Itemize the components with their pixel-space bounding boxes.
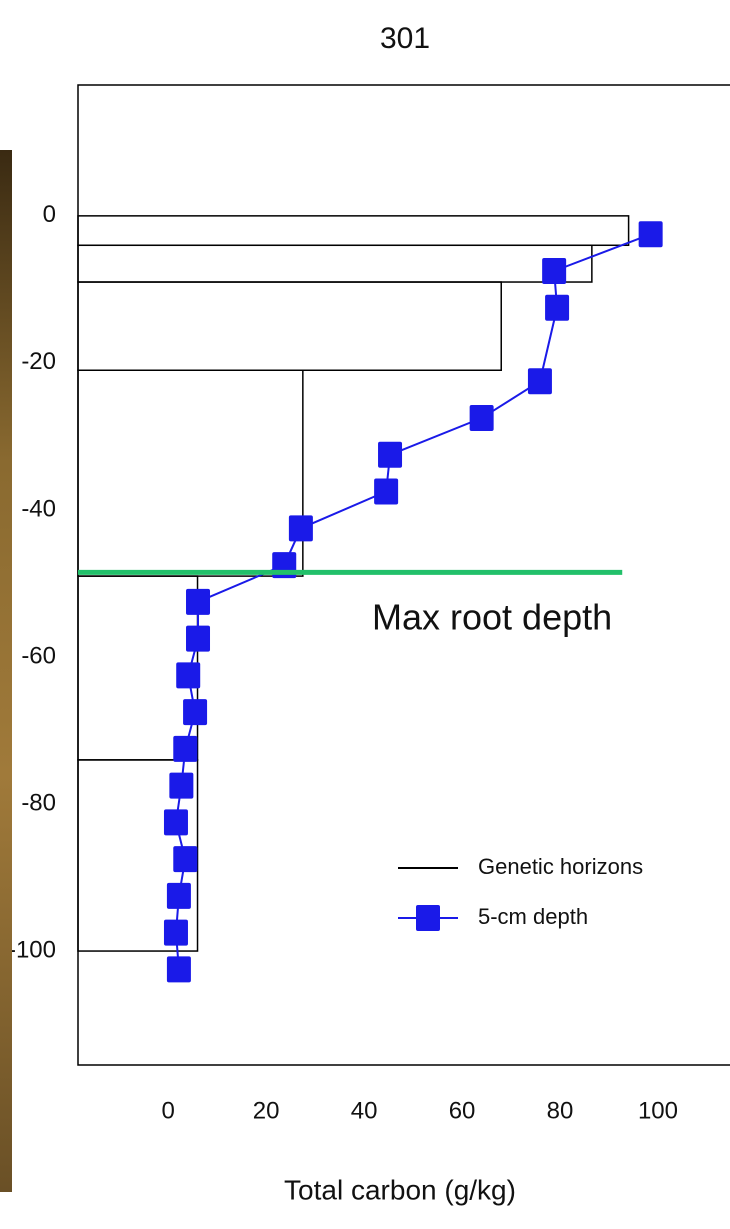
horizon-box <box>78 282 501 370</box>
annotation: Max root depth <box>372 597 612 638</box>
page: 301 Total carbon (g/kg) 0 20 40 60 80 100 0 -20… <box>0 0 730 1229</box>
marker <box>186 589 210 615</box>
marker <box>173 736 197 762</box>
y-tick-label: -100 <box>8 936 56 963</box>
x-tick-label: 60 <box>449 1097 476 1124</box>
x-tick-label: 20 <box>253 1097 280 1124</box>
marker <box>528 368 552 394</box>
marker <box>186 626 210 652</box>
x-axis-label: Total carbon (g/kg) <box>284 1174 516 1205</box>
marker <box>169 773 193 799</box>
x-tick-label: 40 <box>351 1097 378 1124</box>
y-tick-label: -80 <box>21 789 56 816</box>
horizon-box <box>78 216 629 245</box>
marker <box>374 479 398 505</box>
marker <box>542 258 566 284</box>
marker <box>545 295 569 321</box>
x-tick-label: 100 <box>638 1097 678 1124</box>
marker <box>167 956 191 982</box>
marker <box>289 515 313 541</box>
marker <box>164 809 188 835</box>
horizon-box <box>78 370 303 576</box>
legend-marker <box>416 905 440 931</box>
marker <box>378 442 402 468</box>
marker <box>167 883 191 909</box>
chart: 301 Total carbon (g/kg) 0 20 40 60 80 100 0 -20… <box>0 0 730 1229</box>
marker <box>470 405 494 431</box>
y-tick-label: -40 <box>21 495 56 522</box>
legend-label: 5-cm depth <box>478 904 588 929</box>
chart-title: 301 <box>380 22 430 55</box>
marker <box>176 662 200 688</box>
legend-label: Genetic horizons <box>478 854 643 879</box>
y-tick-label: -20 <box>21 348 56 375</box>
x-tick-label: 0 <box>161 1097 174 1124</box>
y-tick-label: 0 <box>43 201 56 228</box>
y-tick-label: -60 <box>21 642 56 669</box>
marker <box>183 699 207 725</box>
marker <box>164 920 188 946</box>
photo-edge <box>0 150 12 1192</box>
marker <box>173 846 197 872</box>
horizon-box <box>78 245 592 282</box>
marker <box>639 221 663 247</box>
x-tick-label: 80 <box>547 1097 574 1124</box>
